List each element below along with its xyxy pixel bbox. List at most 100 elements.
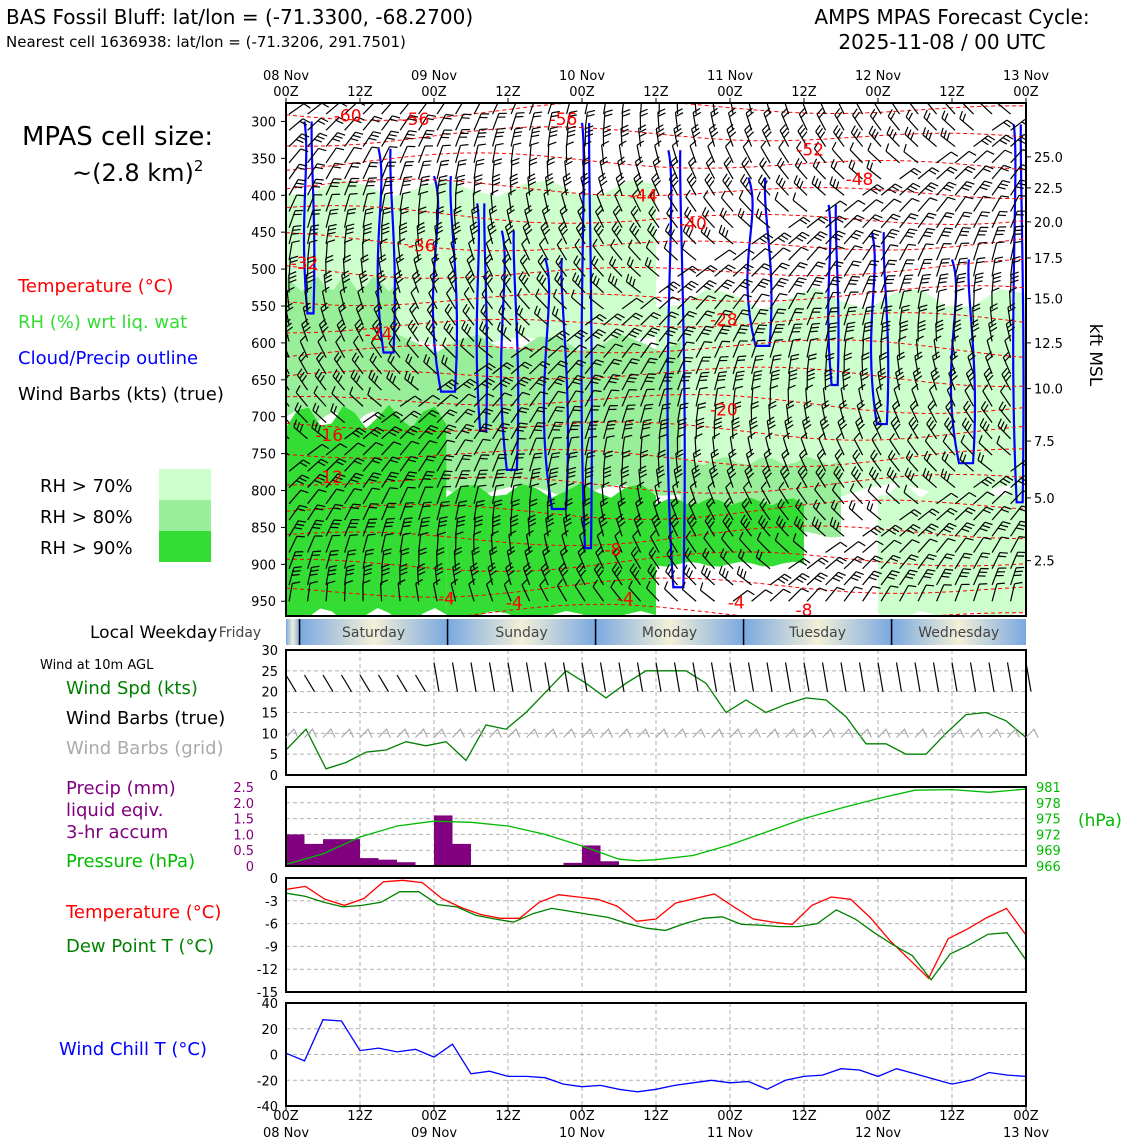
- wind-barb-flag: [748, 92, 755, 96]
- wind-barb-staff: [529, 422, 539, 440]
- wind-barb-flag: [578, 566, 585, 574]
- wind-barb-staff: [584, 469, 587, 488]
- wind-barb-flag: [298, 351, 305, 359]
- wind-barb: [486, 578, 494, 602]
- wind-barb-flag: [312, 402, 317, 411]
- wind-barb-staff: [707, 486, 716, 505]
- wind-barb-staff: [306, 567, 313, 586]
- wind-barb-flag: [352, 503, 361, 506]
- wind-barb-flag: [717, 375, 727, 378]
- wind-barb-flag: [620, 128, 629, 134]
- wind-barb-flag: [636, 297, 644, 303]
- wind-barb: [344, 131, 364, 147]
- rh-legend: RH > 70%RH > 80%RH > 90%: [40, 469, 211, 562]
- wind-barb-flag: [349, 386, 354, 395]
- wind-barb-staff: [344, 503, 354, 521]
- wind-barb: [673, 124, 683, 147]
- wind-barb-staff: [518, 277, 531, 294]
- wind-barb-flag: [704, 313, 713, 317]
- wind-barb-flag: [511, 499, 520, 503]
- wind-barb-flag: [385, 180, 394, 183]
- wind-barb-staff: [525, 534, 531, 553]
- wind-barb-flag: [630, 205, 637, 213]
- wind-barb-flag: [492, 173, 501, 178]
- wind-barb-staff: [503, 243, 512, 261]
- wind-barb-flag: [404, 517, 413, 520]
- wind-barb-staff: [306, 583, 311, 602]
- wind-barb-flag: [331, 386, 336, 394]
- wind-barb: [325, 565, 338, 586]
- wind-barb-staff: [723, 163, 734, 180]
- wind-barb-flag: [710, 265, 718, 271]
- wind-barb: [381, 441, 402, 456]
- wind-barb-flag: [450, 237, 458, 244]
- wind-barb: [700, 565, 715, 586]
- wind-barb: [528, 467, 541, 488]
- wind-barb-staff: [676, 404, 682, 423]
- wind-barb-staff: [325, 194, 333, 212]
- wind-barb-flag: [538, 274, 544, 283]
- wind-barb: [599, 156, 608, 180]
- wind-barb: [524, 546, 533, 569]
- wind-barb: [344, 177, 360, 196]
- wind-barb-staff: [492, 113, 500, 131]
- wind-barb-flag: [711, 131, 719, 138]
- wind-barb-flag: [399, 226, 408, 231]
- wind-barb: [688, 156, 697, 180]
- wind-barb: [695, 310, 715, 326]
- wind-barb-flag: [315, 405, 320, 414]
- wind-barb-flag: [725, 294, 734, 299]
- wind-barb-flag: [455, 190, 464, 195]
- wind-barb-staff: [738, 197, 753, 212]
- wind-barb-flag: [723, 156, 730, 164]
- wind-barb-flag: [399, 563, 408, 568]
- wind-barb-flag: [503, 578, 511, 586]
- wind-barb-flag: [311, 224, 320, 227]
- wind-barb: [640, 403, 654, 423]
- wind-barb: [704, 173, 716, 196]
- wind-barb-flag: [743, 294, 752, 298]
- wind-barb-staff: [381, 115, 393, 131]
- wind-barb-flag: [343, 258, 352, 264]
- wind-barb-staff: [640, 342, 652, 359]
- wind-barb-flag: [522, 221, 530, 228]
- wind-barb-staff: [460, 345, 475, 359]
- wind-barb-flag: [409, 428, 418, 433]
- wind-barb-flag: [317, 163, 326, 166]
- wind-barb-flag: [959, 234, 968, 237]
- wind-barb-staff: [492, 470, 499, 488]
- wind-barb: [599, 497, 609, 521]
- wind-barb: [611, 563, 623, 586]
- wind-barb: [418, 129, 435, 147]
- wind-barb-flag: [632, 209, 639, 217]
- wind-barb-flag: [570, 289, 575, 298]
- wind-barb-flag: [567, 133, 576, 138]
- wind-barb-flag: [688, 229, 693, 238]
- wind-barb-staff: [539, 585, 549, 602]
- wind-barb-flag: [436, 551, 445, 556]
- isotherm-line: [286, 285, 1026, 307]
- wind-barb-flag: [546, 522, 555, 527]
- wind-barb-staff: [625, 281, 641, 294]
- isotherm-line: [286, 448, 1026, 468]
- wind-barb: [473, 408, 494, 423]
- wind-barb-flag: [717, 386, 726, 390]
- wind-barb-staff: [307, 443, 323, 456]
- wind-barb-flag: [537, 254, 544, 262]
- wind-barb: [652, 497, 662, 521]
- wind-barb: [677, 265, 700, 277]
- wind-barb: [707, 140, 716, 164]
- wind-barb: [669, 513, 680, 537]
- wind-barb-staff: [577, 211, 586, 228]
- wind-barb-flag: [674, 127, 682, 134]
- wind-barb-flag: [278, 385, 282, 392]
- wind-barb-flag: [746, 448, 754, 455]
- wind-barb-flag: [401, 547, 410, 552]
- wind-barb: [288, 118, 311, 131]
- wind-barb-flag: [666, 206, 672, 214]
- wind-barb-flag: [706, 282, 714, 288]
- wind-barb-flag: [331, 523, 341, 525]
- wind-barb-flag: [688, 497, 695, 504]
- wind-barb-staff: [491, 502, 496, 521]
- wind-barb-staff: [658, 311, 672, 326]
